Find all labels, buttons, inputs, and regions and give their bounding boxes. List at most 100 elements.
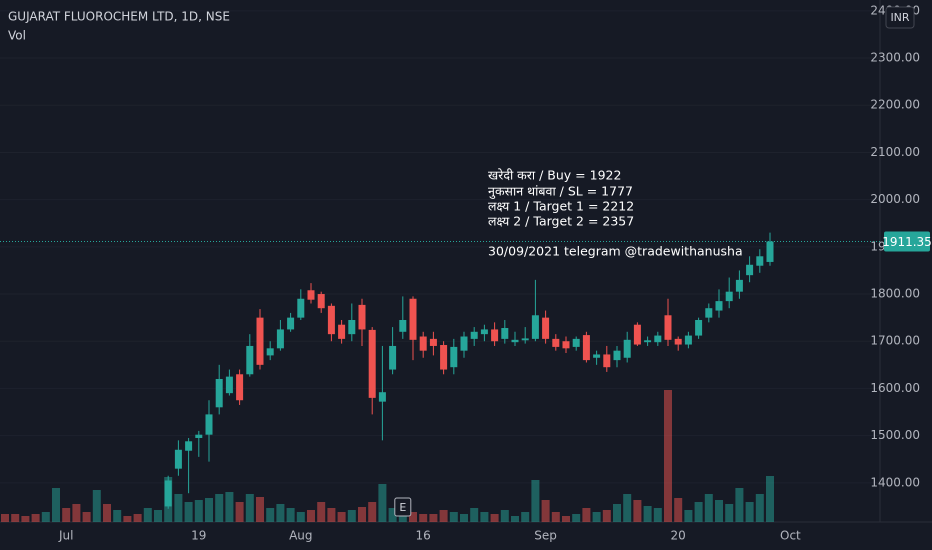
candle-body — [623, 339, 631, 358]
annotation-line: 30/09/2021 telegram @tradewithanusha — [488, 244, 743, 259]
volume-bar — [419, 514, 428, 522]
volume-bar — [113, 510, 122, 522]
candle-body — [287, 317, 295, 330]
candle-body — [307, 290, 315, 300]
candle-body — [521, 338, 529, 341]
annotation-line: लक्ष्य 1 / Target 1 = 2212 — [488, 199, 634, 214]
candle-body — [266, 348, 274, 356]
candle-body — [338, 324, 346, 339]
volume-bar — [307, 510, 315, 522]
candle-body — [174, 449, 182, 469]
candle-body — [378, 392, 386, 402]
volume-bar — [21, 516, 30, 522]
candle-body — [715, 301, 723, 311]
candle-body — [705, 308, 713, 318]
volume-bar — [572, 514, 581, 522]
volume-bar — [531, 480, 540, 522]
volume-bar — [653, 508, 662, 522]
candle-body — [654, 335, 662, 343]
y-tick-label: 2200.00 — [870, 98, 920, 112]
volume-bar — [11, 514, 20, 522]
candle-body — [358, 304, 366, 330]
candle-body — [195, 434, 203, 438]
volume-bar — [296, 512, 305, 522]
candle-body — [246, 345, 254, 375]
volume-bar — [562, 516, 570, 522]
volume-bar — [194, 500, 203, 522]
currency-box — [885, 6, 915, 29]
candle-body — [603, 354, 611, 368]
last-price-box — [884, 231, 930, 252]
volume-bar — [541, 500, 550, 522]
volume-bar — [460, 514, 468, 522]
annotation-line: लक्ष्य 2 / Target 2 = 2357 — [488, 214, 634, 229]
x-tick-label: 19 — [191, 529, 206, 543]
volume-bar — [174, 494, 183, 522]
volume-bar — [225, 492, 234, 522]
candle-body — [582, 335, 590, 361]
candle-body — [725, 291, 733, 302]
y-tick-label: 2300.00 — [870, 51, 920, 65]
volume-bar — [449, 512, 458, 522]
volume-bar — [317, 502, 326, 522]
volume-bar — [72, 504, 81, 522]
candle-body — [256, 317, 264, 365]
volume-bar — [82, 512, 91, 522]
candle-body — [389, 345, 397, 370]
volume-bar — [266, 508, 275, 522]
volume-bar — [490, 514, 499, 522]
x-tick-label: Sep — [534, 529, 557, 543]
volume-bar — [327, 508, 336, 522]
volume-bar — [31, 514, 40, 522]
candle-body — [164, 480, 172, 507]
candle-body — [215, 378, 223, 408]
candle-body — [552, 338, 560, 347]
candle-body — [185, 441, 193, 451]
candle-body — [542, 317, 550, 339]
volume-bar — [358, 507, 366, 522]
candle-body — [297, 298, 305, 318]
volume-bar — [429, 514, 438, 522]
candle-body — [409, 298, 417, 340]
volume-bar — [755, 494, 764, 522]
candle-body — [327, 305, 335, 335]
y-tick-label: 1600.00 — [870, 381, 920, 395]
volume-bar — [715, 500, 723, 522]
volume-bar — [582, 508, 591, 522]
volume-bar — [388, 508, 397, 522]
volume-bar — [378, 484, 387, 522]
volume-bar — [143, 508, 152, 522]
x-tick-label: Oct — [780, 529, 801, 543]
candle-body — [501, 328, 509, 339]
candle-body — [531, 315, 539, 339]
earnings-marker: E — [399, 501, 406, 514]
volume-bar — [215, 494, 224, 522]
y-tick-label: 1500.00 — [870, 428, 920, 442]
volume-label: Vol — [8, 29, 26, 43]
candle-body — [511, 339, 519, 343]
candle-body — [756, 256, 764, 266]
volume-bar — [184, 502, 193, 522]
volume-bar — [725, 504, 734, 522]
y-tick-label: 1400.00 — [870, 475, 920, 489]
volume-bar — [52, 488, 60, 522]
volume-bar — [643, 506, 652, 522]
volume-bar — [551, 512, 560, 522]
volume-bar — [704, 494, 713, 522]
volume-bar — [337, 512, 346, 522]
volume-bar — [439, 510, 448, 522]
volume-bar — [92, 490, 101, 522]
candle-body — [460, 336, 468, 351]
volume-bar — [368, 502, 377, 522]
candle-body — [205, 414, 213, 435]
volume-bar — [1, 514, 9, 522]
y-tick-label: 1700.00 — [870, 334, 920, 348]
volume-bar — [123, 516, 132, 522]
candle-body — [766, 241, 774, 262]
candle-body — [440, 345, 448, 370]
candle-body — [593, 354, 601, 358]
y-tick-label: 2000.00 — [870, 192, 920, 206]
